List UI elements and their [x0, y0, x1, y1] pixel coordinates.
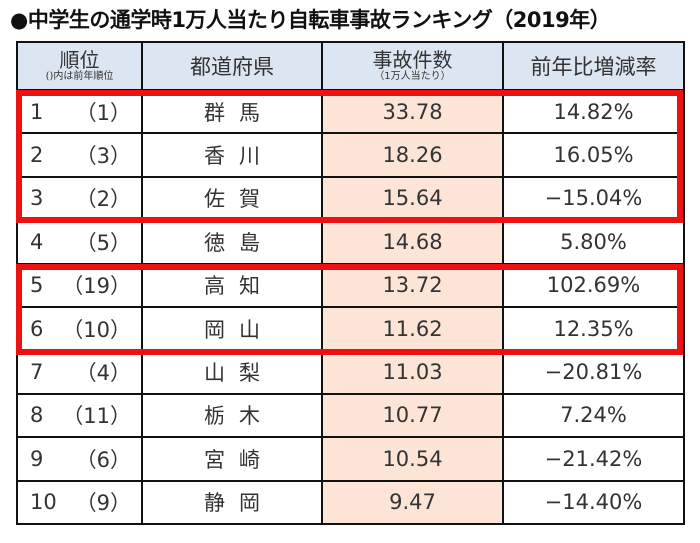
count-cell: 11.62 — [321, 305, 504, 352]
prefecture-cell: 佐賀 — [141, 175, 323, 222]
change-cell: 16.05% — [502, 132, 685, 178]
prefecture-cell: 栃木 — [141, 392, 323, 439]
count-cell: 33.78 — [321, 88, 504, 135]
count-cell: 18.26 — [321, 132, 504, 178]
rank-cell: 2 （3） — [16, 132, 143, 178]
change-cell: −21.42% — [502, 436, 685, 482]
rank-cell: 1 （1） — [16, 88, 143, 135]
prefecture-cell: 高知 — [141, 262, 323, 308]
rank-cell: 5 （19） — [16, 262, 143, 308]
page-title: ●中学生の通学時1万人当たり自転車事故ランキング（2019年） — [10, 8, 611, 32]
table-row: 9 （6） 宮崎 10.54 −21.42% — [16, 436, 685, 482]
table-row: 1 （1） 群馬 33.78 14.82% — [16, 88, 685, 135]
table-row: 2 （3） 香川 18.26 16.05% — [16, 132, 685, 178]
table-row: 8 （11） 栃木 10.77 7.24% — [16, 392, 685, 439]
rank-cell: 4 （5） — [16, 219, 143, 265]
change-cell: −15.04% — [502, 175, 685, 222]
rank-cell: 7 （4） — [16, 349, 143, 395]
prefecture-cell: 群馬 — [141, 88, 323, 135]
change-cell: 14.82% — [502, 88, 685, 135]
count-cell: 13.72 — [321, 262, 504, 308]
header-count: 事故件数 （1万人当たり） — [321, 41, 504, 91]
count-cell: 10.77 — [321, 392, 504, 439]
table-header-row: 順位 ()内は前年順位 都道府県 事故件数 （1万人当たり） 前年比増減率 — [16, 41, 685, 91]
count-cell: 15.64 — [321, 175, 504, 222]
rank-cell: 10 （9） — [16, 479, 143, 525]
table-row: 10 （9） 静岡 9.47 −14.40% — [16, 479, 685, 525]
change-cell: 102.69% — [502, 262, 685, 308]
rank-cell: 9 （6） — [16, 436, 143, 482]
table-row: 7 （4） 山梨 11.03 −20.81% — [16, 349, 685, 395]
rank-cell: 6 （10） — [16, 305, 143, 352]
change-cell: 12.35% — [502, 305, 685, 352]
prefecture-cell: 徳島 — [141, 219, 323, 265]
rank-cell: 8 （11） — [16, 392, 143, 439]
change-cell: 7.24% — [502, 392, 685, 439]
count-cell: 9.47 — [321, 479, 504, 525]
header-rank: 順位 ()内は前年順位 — [16, 41, 143, 91]
table-row: 5 （19） 高知 13.72 102.69% — [16, 262, 685, 308]
count-cell: 14.68 — [321, 219, 504, 265]
ranking-table: 順位 ()内は前年順位 都道府県 事故件数 （1万人当たり） 前年比増減率 1 （… — [16, 41, 685, 525]
count-cell: 11.03 — [321, 349, 504, 395]
change-cell: −20.81% — [502, 349, 685, 395]
change-cell: 5.80% — [502, 219, 685, 265]
count-cell: 10.54 — [321, 436, 504, 482]
change-cell: −14.40% — [502, 479, 685, 525]
header-prefecture: 都道府県 — [141, 41, 323, 91]
header-change: 前年比増減率 — [502, 41, 685, 91]
table-row: 4 （5） 徳島 14.68 5.80% — [16, 219, 685, 265]
table-row: 6 （10） 岡山 11.62 12.35% — [16, 305, 685, 352]
prefecture-cell: 山梨 — [141, 349, 323, 395]
prefecture-cell: 宮崎 — [141, 436, 323, 482]
prefecture-cell: 香川 — [141, 132, 323, 178]
prefecture-cell: 岡山 — [141, 305, 323, 352]
rank-cell: 3 （2） — [16, 175, 143, 222]
prefecture-cell: 静岡 — [141, 479, 323, 525]
table-row: 3 （2） 佐賀 15.64 −15.04% — [16, 175, 685, 222]
